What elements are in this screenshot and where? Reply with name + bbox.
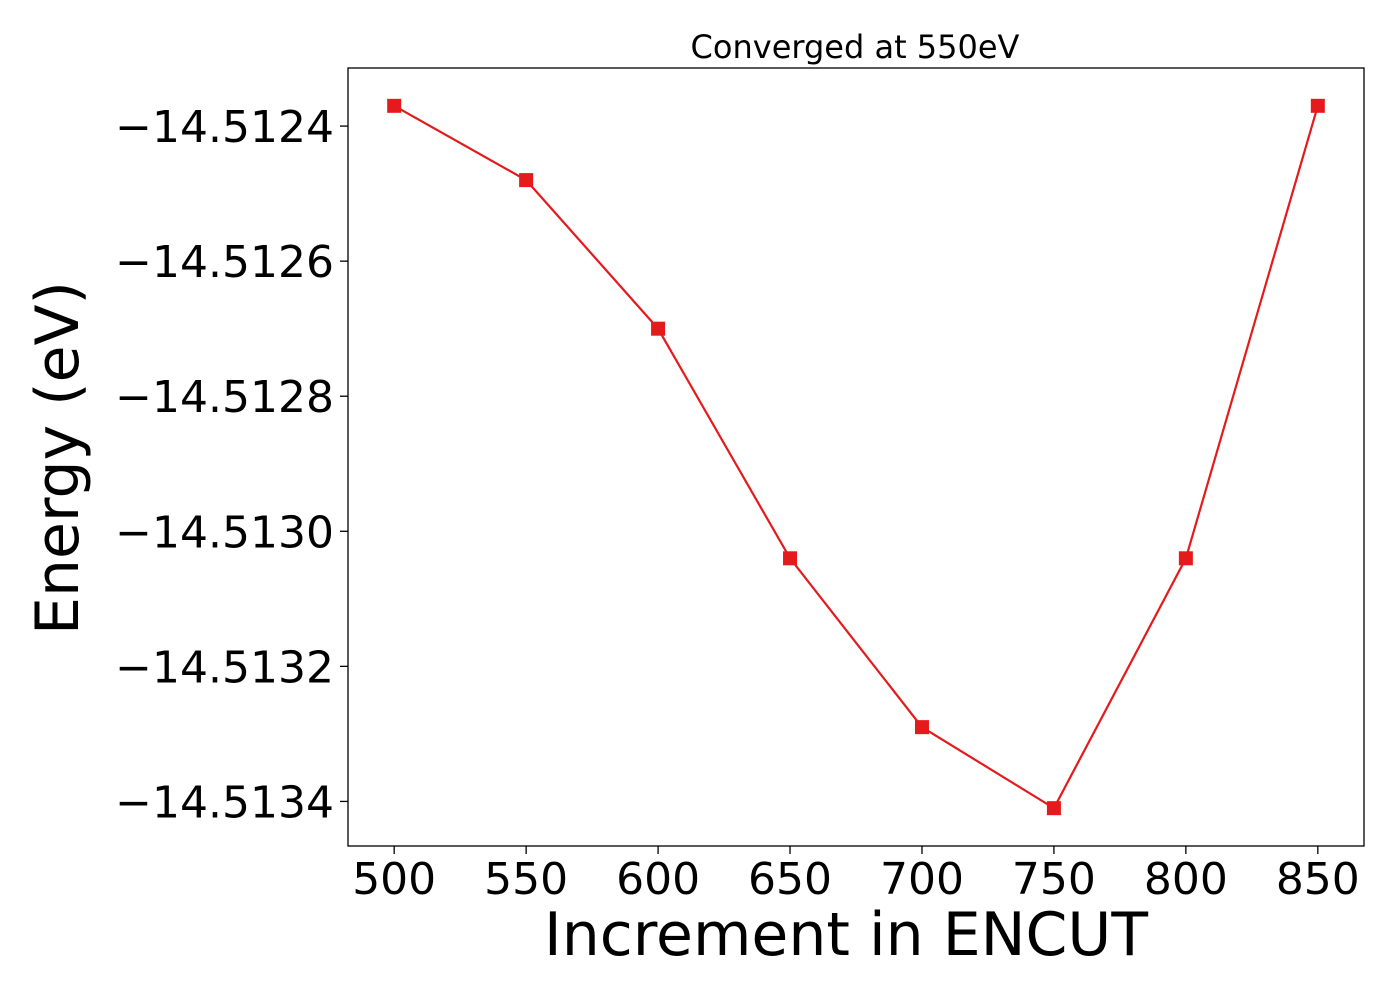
x-tick-label: 500 [352, 854, 436, 905]
data-point-marker [1178, 551, 1193, 566]
y-tick-label: −14.5132 [115, 642, 334, 693]
plot-area [347, 67, 1365, 847]
series-layer [387, 98, 1325, 816]
y-tick-label: −14.5126 [115, 237, 334, 288]
y-tick-label: −14.5130 [115, 507, 334, 558]
x-tick-label: 550 [484, 854, 568, 905]
x-tick-label: 700 [880, 854, 964, 905]
x-tick-label: 850 [1276, 854, 1360, 905]
chart-title: Converged at 550eV [691, 28, 1020, 66]
x-tick-label: 600 [616, 854, 700, 905]
data-point-marker [387, 98, 402, 113]
series-line [393, 104, 1319, 810]
y-axis-title: Energy (eV) [23, 281, 93, 635]
y-axis-ticks: −14.5124 −14.5126 −14.5128 −14.5130 −14.5132… [115, 102, 348, 828]
data-point-marker [783, 551, 798, 566]
data-point-marker [651, 321, 666, 336]
data-point-marker [1310, 98, 1325, 113]
y-tick-label: −14.5124 [115, 102, 334, 153]
y-tick-label: −14.5128 [115, 372, 334, 423]
data-point-marker [1046, 801, 1061, 816]
data-point-marker [914, 720, 929, 735]
y-tick-label: −14.5134 [115, 777, 334, 828]
data-point-marker [519, 173, 534, 188]
x-axis-ticks: 500 550 600 650 700 750 800 850 [352, 846, 1360, 905]
x-tick-label: 800 [1144, 854, 1228, 905]
x-tick-label: 650 [748, 854, 832, 905]
x-tick-label: 750 [1012, 854, 1096, 905]
x-axis-title: Increment in ENCUT [544, 900, 1148, 970]
